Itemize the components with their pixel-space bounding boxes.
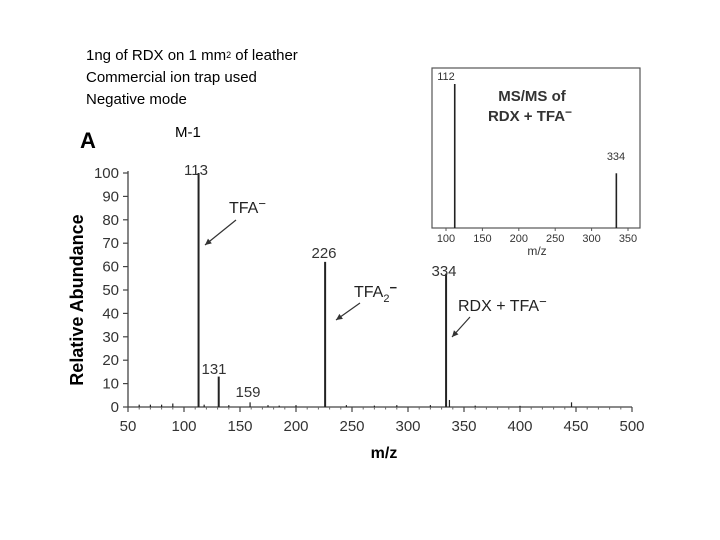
y-tick-label: 40 — [102, 305, 119, 322]
panel-letter: A — [80, 128, 96, 153]
annotation-tfa2-charge: − — [389, 280, 397, 295]
x-tick-label: 500 — [619, 418, 644, 435]
x-tick-label: 300 — [395, 418, 420, 435]
inset-frame — [431, 67, 641, 229]
x-tick-label: 400 — [507, 418, 532, 435]
annotation-tfa-charge: − — [258, 196, 266, 211]
x-tick-label: 200 — [283, 418, 308, 435]
inset-x-tick-label: 300 — [582, 233, 600, 245]
m-minus-1-label: M-1 — [175, 124, 201, 141]
note-instrument: Commercial ion trap used — [86, 69, 257, 86]
main-spectrum: 50 100 150 200 250 300 350 400 450 500 0 10 20 30 40 50… — [67, 162, 645, 462]
y-tick-label: 0 — [111, 399, 119, 416]
inset-title-line1: MS/MS of — [498, 88, 566, 105]
annotation-tfa: TFA− — [229, 196, 266, 217]
y-tick-label: 80 — [102, 212, 119, 229]
x-tick-label: 450 — [563, 418, 588, 435]
inset-x-tick-label: 250 — [546, 233, 564, 245]
peak-label: 131 — [201, 361, 226, 378]
annotation-tfa-arrow-line — [204, 219, 237, 246]
x-tick-label: 100 — [171, 418, 196, 435]
inset-peak-label: 334 — [607, 151, 625, 163]
y-tick-label: 90 — [102, 188, 119, 205]
y-tick-label: 50 — [102, 282, 119, 299]
inset-x-tick-label: 350 — [619, 233, 637, 245]
x-tick-label: 50 — [120, 418, 137, 435]
x-tick-label: 350 — [451, 418, 476, 435]
annotation-tfa2-subscript: 2 — [383, 293, 389, 305]
annotation-rdx-tfa-charge: − — [539, 294, 547, 309]
peak-label: 113 — [184, 162, 208, 179]
y-tick-label: 30 — [102, 329, 119, 346]
x-axis-label: m/z — [371, 445, 398, 462]
inset-x-tick-label: 150 — [473, 233, 491, 245]
peak-label: 159 — [235, 384, 260, 401]
note-sample-suffix: of leather — [231, 47, 298, 64]
y-tick-label: 60 — [102, 259, 119, 276]
inset-peak-label: 112 — [437, 71, 455, 83]
note-sample-text: 1ng of RDX on 1 mm — [86, 47, 227, 64]
y-tick-label: 20 — [102, 352, 119, 369]
peak-label: 226 — [311, 245, 336, 262]
x-tick-label: 250 — [339, 418, 364, 435]
x-tick-label: 150 — [227, 418, 252, 435]
inset-x-axis-label: m/z — [527, 244, 546, 258]
note-sample-superscript: 2 — [226, 50, 232, 60]
inset-x-tick-label: 100 — [437, 233, 455, 245]
note-mode: Negative mode — [86, 91, 187, 108]
annotation-tfa2-arrow-head — [336, 313, 343, 320]
y-tick-label: 100 — [94, 165, 119, 182]
y-axis-label: Relative Abundance — [67, 214, 87, 385]
annotation-tfa2: TFA2− — [354, 280, 397, 305]
annotation-rdx-tfa: RDX + TFA− — [458, 294, 547, 315]
peak-label: 334 — [431, 263, 456, 280]
annotation-tfa-arrow-head — [205, 238, 212, 245]
inset-title-charge: − — [565, 105, 572, 119]
inset-title-line2: RDX + TFA− — [488, 105, 572, 125]
y-tick-label: 70 — [102, 235, 119, 252]
note-sample: 1ng of RDX on 1 mm2 of leather — [86, 47, 298, 65]
y-tick-label: 10 — [102, 376, 119, 393]
annotation-rdx-tfa-arrow-head — [452, 330, 459, 337]
inset-x-tick-label: 200 — [510, 233, 528, 245]
